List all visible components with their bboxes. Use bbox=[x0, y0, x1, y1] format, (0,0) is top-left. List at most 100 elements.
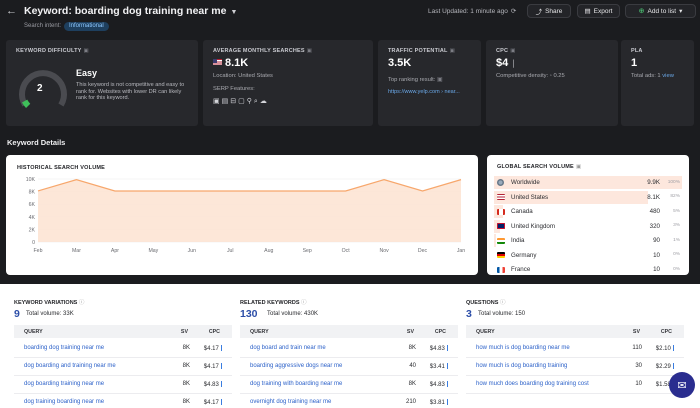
share-button[interactable]: ⤴ Share bbox=[527, 4, 571, 18]
global-volume-row[interactable]: United Kingdom 320 3% bbox=[494, 219, 682, 233]
info-icon[interactable]: ▣ bbox=[510, 48, 516, 54]
traffic-potential-value: 3.5K bbox=[388, 57, 412, 69]
y-tick-label: 0 bbox=[32, 240, 35, 246]
pla-card: PLA 1 Total ads: 1 view bbox=[621, 40, 694, 126]
country-name: Worldwide bbox=[511, 179, 540, 186]
query-link[interactable]: how much is dog boarding near me bbox=[476, 345, 570, 351]
info-icon[interactable]: ▣ bbox=[306, 48, 313, 54]
global-volume-row[interactable]: India 90 1% bbox=[494, 234, 682, 247]
us-flag-icon bbox=[213, 59, 222, 65]
query-link[interactable]: dog boarding and training near me bbox=[24, 363, 116, 369]
serp-chat-icon[interactable]: ☁ bbox=[259, 98, 269, 105]
top-ranking-label-text: Top ranking result: bbox=[388, 77, 436, 83]
cpc-value-text: $4 bbox=[496, 57, 509, 69]
global-volume-row[interactable]: United States 8.1K 82% bbox=[494, 190, 682, 204]
country-volume: 320 bbox=[649, 222, 660, 230]
related-keywords-count[interactable]: 130 bbox=[240, 308, 258, 320]
pla-value: 1 bbox=[631, 57, 638, 69]
serp-image-icon[interactable]: ▣ bbox=[213, 98, 222, 105]
info-icon[interactable]: ▣ bbox=[575, 164, 582, 170]
country-percent: 3% bbox=[673, 223, 680, 228]
country-percent: 82% bbox=[670, 194, 680, 199]
table-header: QUERY SV CPC bbox=[466, 325, 684, 338]
search-volume: 30 bbox=[635, 363, 642, 369]
view-ads-link[interactable]: view bbox=[662, 73, 674, 79]
serp-list-icon[interactable]: ▤ bbox=[221, 98, 231, 105]
chat-bubble-icon[interactable]: ✉ bbox=[669, 372, 695, 398]
table-row: how much is dog boarding training 30 $2.29 bbox=[466, 358, 684, 376]
traffic-potential-card: TRAFFIC POTENTIAL ▣ 3.5K Top ranking resu… bbox=[378, 40, 481, 126]
country-volume: 8.1K bbox=[647, 193, 660, 201]
questions-total: Total volume: 150 bbox=[478, 311, 526, 317]
global-volume-row[interactable]: Germany 10 0% bbox=[494, 249, 682, 262]
query-link[interactable]: dog training boarding near me bbox=[24, 399, 105, 405]
query-link[interactable]: boarding aggressive dogs near me bbox=[250, 363, 343, 369]
country-name: Germany bbox=[511, 251, 537, 259]
serp-search-icon[interactable]: ⌕ bbox=[253, 98, 260, 105]
search-volume: 210 bbox=[405, 399, 416, 405]
query-link[interactable]: dog boarding training near me bbox=[24, 381, 105, 387]
info-icon[interactable]: ⓘ bbox=[301, 300, 307, 306]
table-row: dog training with boarding near me 8K $4.8… bbox=[240, 376, 458, 394]
query-link[interactable]: dog board and train near me bbox=[250, 345, 326, 351]
global-volume-row[interactable]: Worldwide 9.9K 100% bbox=[494, 176, 682, 189]
global-volume-row[interactable]: France 10 0% bbox=[494, 263, 682, 276]
page-title[interactable]: Keyword: boarding dog training near me ▼ bbox=[24, 5, 237, 17]
x-tick-label: Jul bbox=[227, 248, 234, 254]
refresh-icon[interactable]: ⟳ bbox=[510, 8, 517, 15]
info-icon[interactable]: ⓘ bbox=[499, 300, 506, 306]
y-tick-label: 10K bbox=[26, 177, 36, 183]
questions-section: QUESTIONS ⓘ 3 Total volume: 150 QUERY SV… bbox=[466, 284, 688, 408]
query-link[interactable]: boarding dog training near me bbox=[24, 345, 105, 351]
x-tick-label: Jan bbox=[457, 248, 465, 254]
x-tick-label: May bbox=[148, 248, 158, 254]
top-ranking-url[interactable]: https://www.yelp.com › near... bbox=[388, 89, 460, 95]
info-icon[interactable]: ▣ bbox=[449, 48, 456, 54]
keyword-difficulty-card: KEYWORD DIFFICULTY ▣ 2 Easy This keyword … bbox=[6, 40, 198, 126]
serp-local-pack-icon[interactable]: ⚲ bbox=[246, 98, 254, 105]
x-tick-label: Aug bbox=[264, 248, 273, 254]
global-volume-row[interactable]: Canada 480 5% bbox=[494, 205, 682, 218]
country-flag-icon bbox=[497, 252, 505, 258]
query-link[interactable]: dog training with boarding near me bbox=[250, 381, 343, 387]
back-arrow-icon[interactable]: ← bbox=[6, 5, 17, 17]
table-header: QUERY SV CPC bbox=[14, 325, 232, 338]
keyword-difficulty-label-text: KEYWORD DIFFICULTY bbox=[16, 48, 82, 54]
query-link[interactable]: overnight dog training near me bbox=[250, 399, 332, 405]
table-header: QUERY SV CPC bbox=[240, 325, 458, 338]
search-intent-badge: Informational bbox=[64, 21, 109, 31]
export-button[interactable]: ▤ Export bbox=[577, 4, 620, 18]
info-icon[interactable]: ⓘ bbox=[78, 300, 85, 306]
column-sv: SV bbox=[180, 329, 188, 335]
avg-monthly-searches-card: AVERAGE MONTHLY SEARCHES ▣ 8.1K Location:… bbox=[203, 40, 373, 126]
search-volume: 8K bbox=[182, 363, 190, 369]
column-sv: SV bbox=[406, 329, 414, 335]
last-updated: Last Updated: 1 minute ago ⟳ bbox=[428, 7, 516, 15]
chevron-down-icon[interactable]: ▼ bbox=[230, 9, 238, 16]
serp-snippet-icon[interactable]: ▢ bbox=[238, 98, 247, 105]
page-title-text: Keyword: boarding dog training near me bbox=[24, 5, 227, 17]
table-row: boarding dog training near me 8K $4.17 bbox=[14, 340, 232, 358]
cpc-value: $4.83 bbox=[430, 345, 448, 352]
search-volume: 10 bbox=[635, 381, 642, 387]
info-icon[interactable]: ▣ bbox=[437, 77, 443, 83]
keyword-difficulty-label: KEYWORD DIFFICULTY ▣ bbox=[16, 48, 89, 54]
traffic-potential-label: TRAFFIC POTENTIAL ▣ bbox=[388, 48, 455, 54]
cpc-value: $3.41 bbox=[430, 363, 448, 370]
questions-label: QUESTIONS ⓘ bbox=[466, 298, 505, 306]
total-ads-text: Total ads: 1 bbox=[631, 73, 661, 79]
difficulty-gauge bbox=[19, 70, 67, 108]
country-name: France bbox=[511, 266, 531, 273]
questions-count[interactable]: 3 bbox=[466, 308, 472, 320]
column-cpc: CPC bbox=[660, 329, 672, 335]
add-to-list-button[interactable]: ⊕ Add to list ▾ bbox=[625, 4, 696, 18]
country-name: Canada bbox=[511, 208, 533, 215]
table-row: boarding aggressive dogs near me 40 $3.41 bbox=[240, 358, 458, 376]
info-icon[interactable]: ▣ bbox=[83, 48, 89, 54]
keyword-variations-count[interactable]: 9 bbox=[14, 308, 20, 320]
table-row: dog boarding training near me 8K $4.83 bbox=[14, 376, 232, 394]
serp-shopping-icon[interactable]: ⊟ bbox=[230, 98, 239, 105]
query-link[interactable]: how much is dog boarding training bbox=[476, 363, 568, 369]
query-link[interactable]: how much does boarding dog training cost bbox=[476, 381, 589, 387]
y-tick-label: 8K bbox=[29, 190, 36, 196]
